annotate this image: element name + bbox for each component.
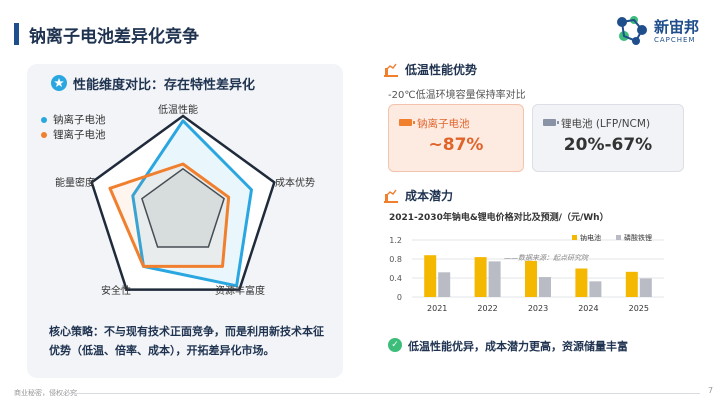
low-temp-section-head: 低温性能优势 bbox=[384, 60, 584, 80]
bar-lfp-2021 bbox=[438, 272, 451, 297]
star-badge-icon bbox=[51, 75, 67, 91]
bar-sodium-2024 bbox=[575, 268, 588, 297]
check-icon: ✓ bbox=[388, 338, 402, 352]
battery-icon-lithium bbox=[543, 119, 559, 126]
slide-header: 钠离子电池差异化竞争 新宙邦 CAPCHEM bbox=[0, 0, 727, 58]
y-tick-label: 0.4 bbox=[389, 274, 402, 283]
radar-axis-label-cost: 成本优势 bbox=[275, 178, 315, 189]
bar-sodium-2023 bbox=[525, 260, 537, 297]
low-temp-note: -20℃低温环境容量保持率对比 bbox=[388, 90, 526, 101]
y-tick-label: 1.2 bbox=[389, 236, 402, 245]
chart-source-note: ——数据来源：起点研究院 bbox=[504, 254, 589, 262]
bar-chart-icon bbox=[384, 189, 398, 203]
radar-series-sodium bbox=[131, 119, 253, 288]
slide-title: 钠离子电池差异化竞争 bbox=[29, 27, 199, 47]
radar-series bbox=[108, 119, 253, 288]
radar-axis-label-energy-density: 能量密度 bbox=[55, 178, 95, 189]
cost-title: 成本潜力 bbox=[405, 189, 454, 203]
legend-dot-lithium bbox=[41, 131, 47, 138]
legend-swatch bbox=[572, 235, 577, 240]
title-accent-bar bbox=[14, 23, 19, 45]
radar-series-lithium bbox=[108, 162, 231, 268]
cost-section-head: 成本潜力 bbox=[384, 186, 584, 206]
confidential-notice: 商业秘密，侵权必究 bbox=[14, 389, 77, 397]
price-chart-title: 2021-2030年钠电&锂电价格对比及预测/（元/Wh） bbox=[389, 213, 609, 223]
page-number: 7 bbox=[708, 386, 714, 395]
legend-label-sodium: 钠离子电池 bbox=[53, 114, 106, 126]
performance-comparison-panel: 性能维度对比：存在特性差异化 钠离子电池 锂离子电池 低温性能 成本优势 资源丰… bbox=[27, 64, 343, 378]
bar-lfp-2025 bbox=[639, 278, 652, 297]
core-strategy-text: 核心策略：不与现有技术正面竞争，而是利用新技术本征优势（低温、倍率、成本），开拓… bbox=[49, 325, 324, 357]
bar-lfp-2022 bbox=[488, 261, 501, 297]
radar-axis-label-low-temp: 低温性能 bbox=[158, 105, 198, 116]
x-tick-label: 2021 bbox=[427, 304, 447, 313]
radar-axis-label-safety: 安全性 bbox=[101, 286, 131, 297]
lithium-card-label: 锂电池 (LFP/NCM) bbox=[561, 118, 651, 130]
logo-text-en: CAPCHEM bbox=[654, 36, 696, 44]
chart-legend: 钠电池 磷酸铁锂 bbox=[572, 233, 652, 242]
y-tick-label: 0 bbox=[397, 293, 402, 302]
battery-icon-sodium bbox=[399, 119, 415, 126]
x-tick-label: 2025 bbox=[629, 304, 649, 313]
legend-swatch bbox=[616, 235, 621, 240]
legend-item-lithium: 锂离子电池 bbox=[41, 127, 106, 142]
bar-chart-icon bbox=[384, 63, 398, 77]
company-logo: 新宙邦 CAPCHEM bbox=[614, 14, 714, 48]
legend-dot-sodium bbox=[41, 116, 47, 123]
radar-chart bbox=[90, 114, 276, 291]
summary-text: 低温性能优异，成本潜力更高，资源储量丰富 bbox=[408, 340, 628, 353]
logo-text-cn: 新宙邦 bbox=[654, 18, 700, 36]
x-tick-label: 2024 bbox=[578, 304, 598, 313]
capchem-logo-icon bbox=[617, 16, 647, 45]
x-tick-label: 2022 bbox=[477, 304, 497, 313]
radar-legend: 钠离子电池 锂离子电池 bbox=[41, 112, 106, 142]
sodium-card-label: 钠离子电池 bbox=[417, 118, 470, 130]
sodium-retention-card: 钠离子电池 ~87% bbox=[388, 104, 524, 172]
panel-title: 性能维度对比：存在特性差异化 bbox=[73, 78, 256, 93]
lithium-retention-value: 20%-67% bbox=[563, 135, 653, 155]
sodium-retention-value: ~87% bbox=[428, 135, 484, 155]
bar-sodium-2022 bbox=[474, 257, 487, 297]
radar-axis-label-resource: 资源丰富度 bbox=[215, 286, 265, 297]
x-tick-label: 2023 bbox=[528, 304, 548, 313]
chart-bars: 2021 2022 2023 2024 2025 bbox=[424, 255, 652, 313]
legend-label: 磷酸铁锂 bbox=[624, 233, 652, 242]
legend-item-sodium: 钠离子电池 bbox=[41, 112, 106, 127]
bar-sodium-2021 bbox=[424, 255, 437, 297]
y-tick-label: 0.8 bbox=[389, 255, 402, 264]
bar-sodium-2025 bbox=[625, 271, 638, 297]
lithium-retention-card: 锂电池 (LFP/NCM) 20%-67% bbox=[532, 104, 684, 172]
price-bar-chart: 00.40.81.2 2021 2022 2023 2024 2025 钠电池 磷酸铁锂 … bbox=[389, 233, 664, 313]
legend-label-lithium: 锂离子电池 bbox=[53, 129, 106, 141]
footer-divider bbox=[70, 393, 700, 394]
bar-lfp-2024 bbox=[589, 281, 602, 297]
chart-grid: 0 0.4 0.8 1.2 bbox=[389, 236, 664, 302]
radar-inner-ring bbox=[141, 167, 225, 248]
bar-lfp-2023 bbox=[539, 277, 551, 297]
low-temp-title: 低温性能优势 bbox=[405, 63, 478, 77]
legend-label: 钠电池 bbox=[580, 233, 601, 242]
radar-grid bbox=[90, 114, 276, 291]
